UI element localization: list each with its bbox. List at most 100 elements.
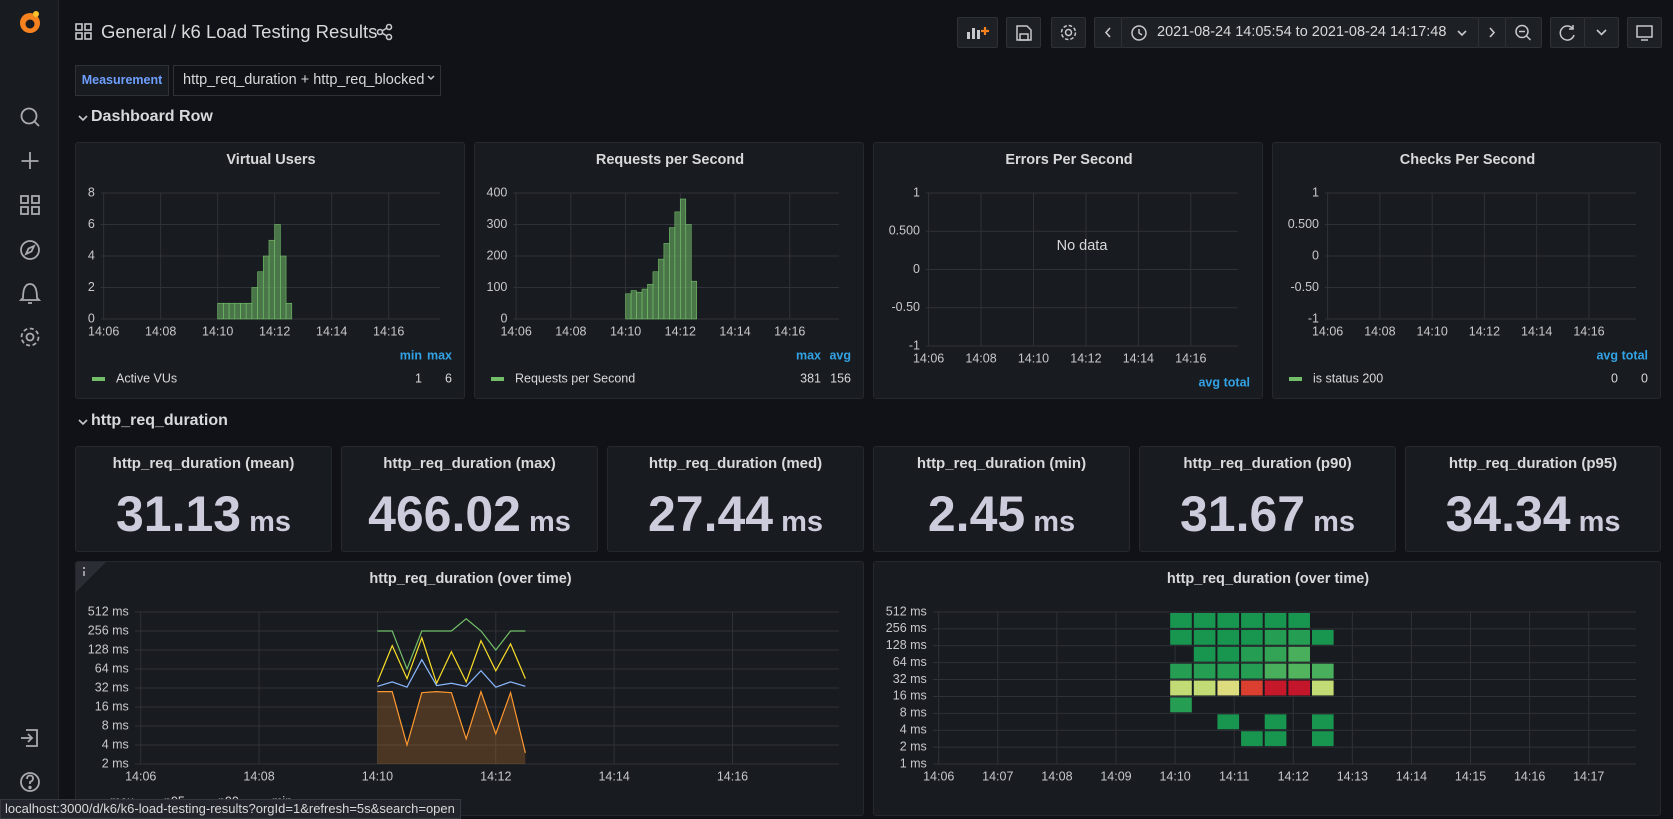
legend-header: avg — [1596, 348, 1618, 362]
series-line — [376, 635, 526, 685]
y-tick-label: 512 ms — [88, 604, 129, 618]
x-tick-label: 14:14 — [316, 324, 347, 338]
heatmap-cell — [1288, 663, 1310, 679]
y-tick-label: 2 — [88, 280, 95, 294]
search-icon[interactable] — [20, 107, 40, 127]
x-tick-label: 14:12 — [665, 324, 696, 338]
explore-icon[interactable] — [20, 240, 40, 260]
alerting-icon[interactable] — [18, 283, 42, 304]
y-tick-label: 6 — [88, 217, 95, 231]
heatmap-cell — [1193, 663, 1216, 679]
tv-icon — [1636, 25, 1653, 41]
x-tick-label: 14:09 — [1100, 769, 1131, 783]
y-tick-label: -1 — [909, 338, 920, 352]
y-tick-label: 0.500 — [889, 224, 920, 238]
bar — [285, 302, 293, 320]
chart: http_req_duration (over time) 1 ms 2 ms 4 m… — [886, 571, 1636, 783]
legend-value: 0 — [1641, 371, 1648, 385]
help-icon[interactable] — [20, 772, 40, 792]
x-tick-label: 14:16 — [1573, 324, 1604, 338]
view-mode-button[interactable] — [1627, 17, 1662, 48]
y-tick-label: 4 ms — [102, 737, 129, 751]
series-line — [377, 617, 526, 671]
row-title[interactable]: http_req_duration — [91, 412, 228, 429]
stat-value: 34.34 — [1445, 486, 1571, 542]
stat-panel: http_req_duration (max) 466.02 ms — [341, 446, 598, 552]
legend-header: avg — [1198, 375, 1220, 389]
grafana-logo[interactable] — [20, 11, 40, 33]
panel-title: Requests per Second — [596, 152, 744, 168]
x-tick-label: 14:08 — [1364, 324, 1395, 338]
sign-in-icon[interactable] — [21, 729, 38, 747]
legend-label: Active VUs — [116, 371, 177, 385]
stat-value-box: 31.67 ms — [1140, 485, 1395, 543]
time-back-button[interactable] — [1094, 17, 1122, 48]
y-tick-label: 2 ms — [102, 756, 129, 770]
heatmap-cell — [1241, 680, 1263, 696]
chart: http_req_duration (over time) 2 ms 4 ms 8 m… — [76, 562, 839, 808]
bar — [217, 302, 224, 320]
dashboard-title[interactable]: / k6 Load Testing Results — [171, 21, 378, 42]
x-tick-label: 14:10 — [1417, 324, 1448, 338]
share-icon[interactable] — [376, 23, 394, 41]
save-button[interactable] — [1006, 17, 1041, 48]
stat-unit: ms — [249, 506, 292, 538]
legend-swatch — [491, 377, 504, 381]
heatmap-cell — [1264, 680, 1287, 696]
x-tick-label: 14:06 — [500, 324, 531, 338]
no-data: No data — [1057, 238, 1109, 254]
chart-panel: http_req_duration (over time) 1 ms 2 ms 4 m… — [873, 561, 1661, 816]
add-panel-button[interactable] — [957, 17, 998, 48]
x-tick-label: 14:14 — [1123, 351, 1154, 365]
heatmap-cell — [1311, 629, 1334, 645]
heatmap-cell — [1170, 613, 1192, 628]
x-tick-label: 14:10 — [1018, 351, 1049, 365]
variable-label: Measurement — [75, 65, 169, 96]
bar — [663, 243, 670, 320]
variable-value: http_req_duration + http_req_blocked — [183, 72, 425, 88]
configuration-icon[interactable] — [20, 327, 40, 347]
heatmap-cell — [1264, 714, 1287, 730]
stat-unit: ms — [529, 506, 571, 538]
row-chevron[interactable] — [76, 415, 90, 429]
x-tick-label: 14:14 — [598, 769, 629, 783]
x-tick-label: 14:06 — [125, 769, 156, 783]
stat-value: 2.45 — [927, 486, 1026, 542]
chart-panel: Requests per Second 0 100 200 300 400 14:06 14:… — [474, 142, 864, 399]
settings-button[interactable] — [1051, 17, 1086, 48]
refresh-interval-button[interactable] — [1584, 17, 1619, 48]
x-tick-label: 14:12 — [480, 769, 511, 783]
bar — [636, 291, 643, 320]
x-tick-label: 14:17 — [1573, 769, 1604, 783]
row-title[interactable]: Dashboard Row — [91, 108, 213, 125]
y-tick-label: 0.500 — [1288, 217, 1319, 231]
heatmap-cell — [1170, 697, 1192, 713]
dashboards-icon[interactable] — [20, 195, 40, 215]
y-tick-label: 1 ms — [900, 756, 927, 770]
x-tick-label: 14:06 — [1312, 324, 1343, 338]
bar — [630, 290, 637, 320]
sidebar-icons — [18, 11, 42, 792]
x-tick-label: 14:13 — [1337, 769, 1368, 783]
chart-panel: Checks Per Second -1 -0.50 0 0.500 1 14:06 14:0… — [1272, 142, 1661, 399]
stat-panel: http_req_duration (med) 27.44 ms — [607, 446, 864, 552]
stat-title: http_req_duration (med) — [648, 455, 823, 472]
legend-header: max — [427, 348, 452, 362]
zoom-out-button[interactable] — [1505, 17, 1542, 48]
variable-dropdown[interactable]: http_req_duration + http_req_blocked — [173, 65, 441, 96]
heatmap-cell — [1264, 646, 1287, 662]
refresh-button[interactable] — [1550, 17, 1585, 48]
time-range-picker[interactable]: 2021-08-24 14:05:54 to 2021-08-24 14:17:… — [1121, 17, 1479, 48]
stat-title: http_req_duration (p90) — [1183, 455, 1352, 472]
time-forward-button[interactable] — [1478, 17, 1506, 48]
y-tick-label: 256 ms — [88, 623, 129, 637]
legend-label: is status 200 — [1313, 371, 1383, 385]
bar — [262, 255, 270, 320]
row-chevron[interactable] — [76, 111, 90, 125]
heatmap-cell — [1311, 714, 1334, 730]
breadcrumb-folder[interactable]: General — [101, 21, 167, 42]
x-tick-label: 14:12 — [259, 324, 290, 338]
heatmap-cell — [1241, 731, 1263, 747]
create-icon[interactable] — [21, 152, 39, 169]
heatmap-cell — [1311, 680, 1334, 696]
